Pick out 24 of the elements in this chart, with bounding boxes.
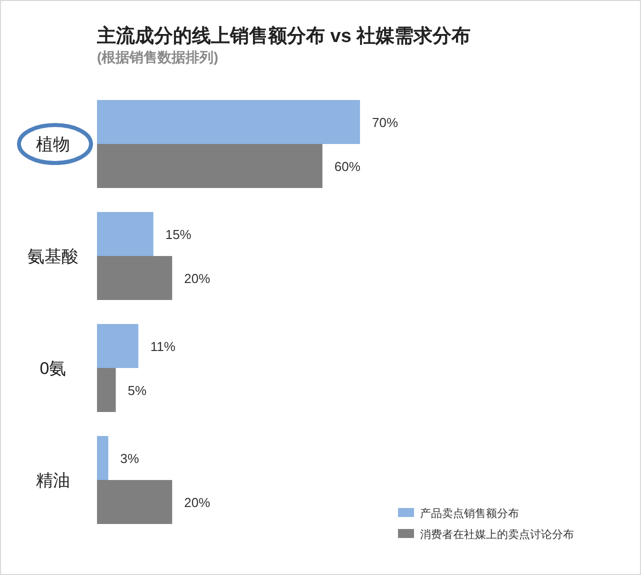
chart-subtitle: (根据销售数据排列) xyxy=(97,49,218,65)
chart-title: 主流成分的线上销售额分布 vs 社媒需求分布 xyxy=(96,25,471,47)
data-label: 3% xyxy=(120,451,140,466)
legend-label: 产品卖点销售额分布 xyxy=(420,507,519,520)
y-tick-label: 0氨 xyxy=(40,359,66,378)
y-tick-label: 精油 xyxy=(36,471,70,490)
bar xyxy=(97,436,108,480)
bar xyxy=(97,256,172,300)
bar xyxy=(97,212,154,256)
bar xyxy=(97,480,172,524)
data-label: 70% xyxy=(372,115,398,130)
data-label: 11% xyxy=(150,339,176,354)
legend-label: 消费者在社媒上的卖点讨论分布 xyxy=(420,528,574,541)
bar xyxy=(97,100,360,144)
y-tick-label: 氨基酸 xyxy=(28,247,78,266)
bar xyxy=(97,324,138,368)
data-label: 20% xyxy=(184,271,211,286)
y-tick-label: 植物 xyxy=(36,135,70,154)
bar xyxy=(97,144,322,188)
data-label: 5% xyxy=(128,383,148,398)
data-label: 15% xyxy=(165,227,192,242)
bar xyxy=(97,368,116,412)
data-label: 60% xyxy=(334,159,361,174)
data-label: 20% xyxy=(184,495,211,510)
